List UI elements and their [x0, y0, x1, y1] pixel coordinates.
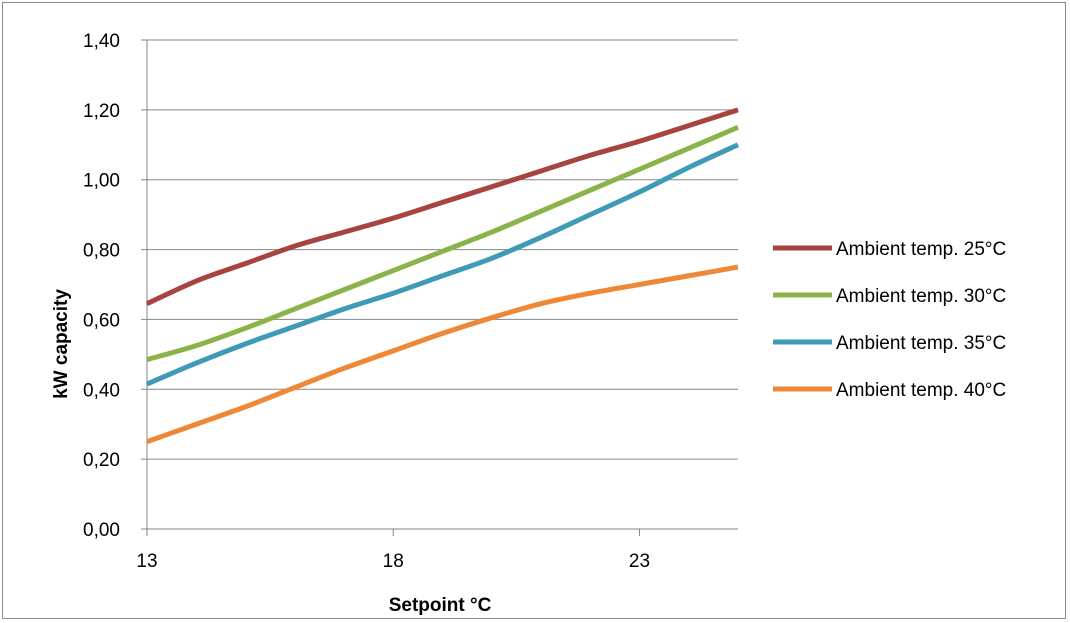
y-tick-label: 0,60	[83, 310, 120, 331]
y-tick-label: 0,80	[83, 241, 120, 262]
x-tick-label: 23	[629, 551, 650, 572]
y-tick-label: 1,20	[83, 101, 120, 122]
y-axis-title: kW capacity	[51, 289, 72, 399]
y-tick-label: 1,40	[83, 31, 120, 52]
series-line-3	[146, 142, 740, 387]
series-line-2	[146, 125, 739, 363]
series-line-1	[145, 107, 739, 306]
x-axis-title: Setpoint °C	[389, 595, 492, 616]
legend-label-3: Ambient temp. 35°C	[836, 333, 1006, 354]
tick-labels: 0,00 0,20 0,40 0,60 0,80 1,00 1,20 1,40 13 18 23	[83, 31, 650, 572]
y-tick-label: 0,00	[83, 520, 120, 541]
x-tick-label: 13	[136, 551, 157, 572]
y-tick-label: 0,20	[83, 450, 120, 471]
legend-label-2: Ambient temp. 30°C	[836, 286, 1006, 307]
legend-label-4: Ambient temp. 40°C	[836, 380, 1006, 401]
axes	[146, 40, 738, 536]
legend: Ambient temp. 25°C Ambient temp. 30°C Ambi…	[773, 239, 1006, 401]
x-tick-label: 18	[383, 551, 404, 572]
y-tick-label: 1,00	[83, 171, 120, 192]
series-lines	[145, 107, 740, 445]
series-line-4	[146, 264, 739, 445]
legend-label-1: Ambient temp. 25°C	[836, 239, 1006, 260]
y-tick-label: 0,40	[83, 380, 120, 401]
